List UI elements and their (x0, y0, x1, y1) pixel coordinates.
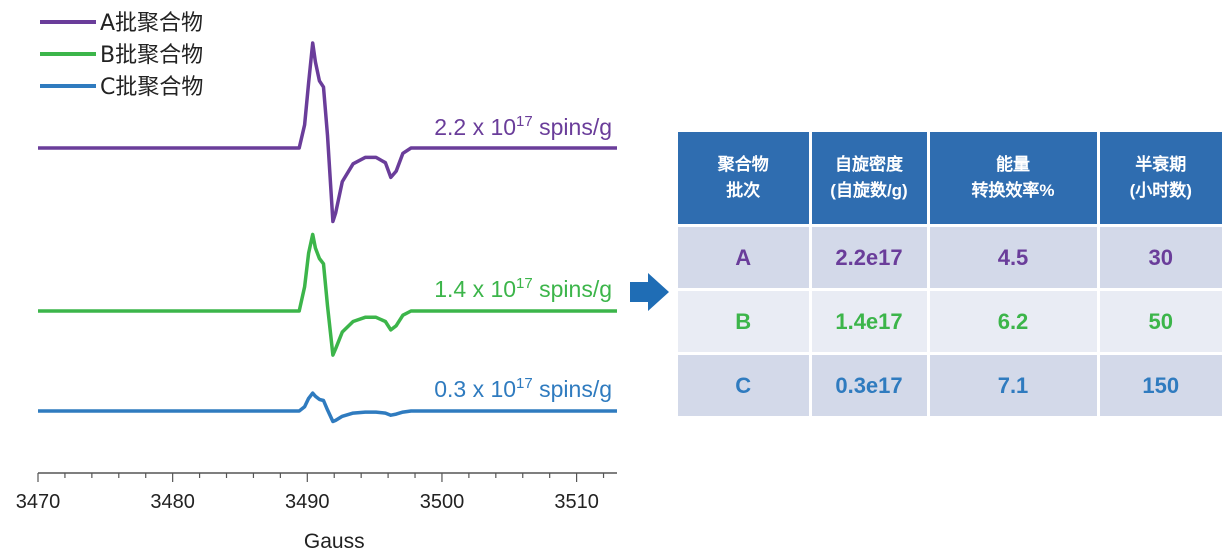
cell-half-life: 30 (1098, 224, 1222, 290)
header-energy-efficiency: 能量 转换效率% (928, 132, 1100, 226)
cell-batch: C (678, 352, 812, 416)
cell-spin-density: 2.2e17 (810, 224, 930, 290)
legend-entry: C批聚合物 (40, 75, 203, 100)
right-arrow-icon (630, 273, 669, 311)
cell-efficiency: 6.2 (928, 288, 1100, 354)
series-line (38, 391, 617, 424)
legend-label: A批聚合物 (100, 11, 203, 36)
series-line (38, 41, 617, 224)
spin-density-annotation: 2.2 x 1017 spins/g (434, 113, 612, 140)
cell-spin-density: 0.3e17 (810, 352, 930, 416)
table-row: B 1.4e17 6.2 50 (678, 288, 1222, 354)
x-tick-label: 3490 (285, 491, 330, 513)
cell-spin-density: 1.4e17 (810, 288, 930, 354)
cell-half-life: 150 (1098, 352, 1222, 416)
legend-entry: B批聚合物 (40, 43, 203, 68)
epr-spectra-chart: A批聚合物 B批聚合物 C批聚合物 2.2 x 1017 spins/g 1.4 x 1… (16, 11, 617, 552)
cell-batch: B (678, 288, 812, 354)
x-tick-label: 3480 (150, 491, 195, 513)
legend-entry: A批聚合物 (40, 11, 203, 36)
x-tick-label: 3470 (16, 491, 61, 513)
legend-label: C批聚合物 (100, 75, 203, 100)
x-tick-label: 3500 (420, 491, 465, 513)
table-row: A 2.2e17 4.5 30 (678, 224, 1222, 290)
series-line (38, 232, 617, 357)
spin-density-annotation: 0.3 x 1017 spins/g (434, 375, 612, 402)
batch-comparison-table: 聚合物 批次 自旋密度 (自旋数/g) 能量 转换效率% 半衰期 (小时数) A… (678, 132, 1222, 416)
table-header-row: 聚合物 批次 自旋密度 (自旋数/g) 能量 转换效率% 半衰期 (小时数) (678, 132, 1222, 226)
spin-density-annotation: 1.4 x 1017 spins/g (434, 275, 612, 302)
table-row: C 0.3e17 7.1 150 (678, 352, 1222, 416)
header-batch: 聚合物 批次 (678, 132, 812, 226)
legend-label: B批聚合物 (100, 43, 203, 68)
header-half-life: 半衰期 (小时数) (1098, 132, 1222, 226)
header-spin-density: 自旋密度 (自旋数/g) (810, 132, 930, 226)
cell-efficiency: 7.1 (928, 352, 1100, 416)
x-axis-title: Gauss (304, 530, 365, 552)
cell-efficiency: 4.5 (928, 224, 1100, 290)
x-tick-label: 3510 (554, 491, 599, 513)
cell-half-life: 50 (1098, 288, 1222, 354)
cell-batch: A (678, 224, 812, 290)
